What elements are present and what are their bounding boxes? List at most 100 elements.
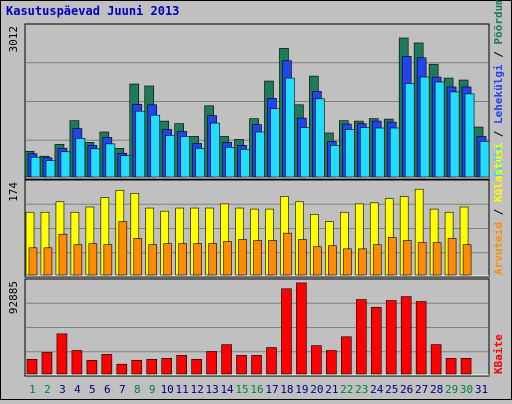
bar-kbytes bbox=[266, 347, 277, 375]
x-tick-label: 18 bbox=[280, 383, 293, 396]
x-tick-label: 6 bbox=[104, 383, 111, 396]
x-tick-label: 26 bbox=[400, 383, 413, 396]
legend-label-files: Faile bbox=[492, 144, 505, 177]
bar-visitors bbox=[223, 241, 232, 276]
x-tick-label: 10 bbox=[161, 383, 174, 396]
bar-kbytes bbox=[296, 282, 307, 375]
bar-kbytes bbox=[415, 301, 427, 375]
bar-visitors bbox=[313, 246, 322, 276]
bar-files bbox=[75, 138, 86, 178]
bar-kbytes bbox=[101, 354, 113, 375]
bar-kbytes bbox=[131, 359, 143, 375]
bar-visitors bbox=[133, 238, 143, 276]
bar-files bbox=[165, 135, 176, 178]
x-tick-label: 31 bbox=[475, 383, 488, 396]
bar-kbytes bbox=[311, 345, 322, 375]
bar-visitors bbox=[163, 243, 173, 276]
bar-visitors bbox=[328, 245, 337, 276]
bar-kbytes bbox=[206, 351, 217, 375]
bar-files bbox=[374, 127, 385, 178]
y-max-label-requests: 3012 bbox=[7, 26, 20, 53]
bar-kbytes bbox=[430, 344, 442, 375]
bar-kbytes bbox=[251, 355, 262, 375]
bar-files bbox=[105, 143, 116, 178]
bar-visitors bbox=[178, 243, 187, 276]
bar-files bbox=[135, 110, 146, 178]
bar-files bbox=[419, 76, 430, 178]
bar-files bbox=[449, 91, 460, 178]
x-tick-label: 17 bbox=[265, 383, 278, 396]
bar-kbytes bbox=[385, 300, 397, 375]
panel-visits: 174 Arvuteid / Külastusi bbox=[7, 142, 505, 278]
y-max-label-kbytes: 92885 bbox=[7, 281, 20, 314]
chart-title: Kasutuspäevad Juuni 2013 bbox=[6, 4, 179, 18]
bar-visitors bbox=[402, 240, 412, 276]
bar-kbytes bbox=[41, 352, 53, 375]
bar-kbytes bbox=[221, 344, 232, 375]
bar-kbytes bbox=[146, 359, 158, 375]
bar-kbytes bbox=[281, 288, 292, 375]
x-tick-label: 3 bbox=[59, 383, 66, 396]
bar-files bbox=[434, 81, 445, 178]
bar-visitors bbox=[343, 248, 352, 276]
x-tick-label: 8 bbox=[134, 383, 141, 396]
bar-files bbox=[315, 98, 325, 178]
x-tick-label: 27 bbox=[415, 383, 428, 396]
bar-visitors bbox=[268, 240, 277, 276]
bar-visitors bbox=[73, 244, 83, 276]
bar-visitors bbox=[238, 239, 247, 276]
bar-files bbox=[255, 131, 265, 178]
x-tick-label: 2 bbox=[44, 383, 51, 396]
x-tick-label: 4 bbox=[74, 383, 81, 396]
x-tick-label: 19 bbox=[295, 383, 308, 396]
bar-files bbox=[195, 148, 205, 178]
bar-files bbox=[345, 129, 355, 178]
x-tick-label: 16 bbox=[250, 383, 263, 396]
bar-files bbox=[30, 156, 41, 178]
legend-kbytes: KBaite bbox=[492, 334, 505, 374]
chart-panels: 3012 Faile / Lehekülgi / Pöördumisi 174 Arv… bbox=[7, 0, 505, 377]
bar-kbytes bbox=[161, 358, 173, 375]
bar-files bbox=[60, 151, 71, 178]
bar-visitors bbox=[118, 221, 128, 276]
bar-kbytes bbox=[71, 350, 83, 375]
legend-requests: Faile / Lehekülgi / Pöördumisi bbox=[492, 0, 505, 177]
bar-files bbox=[240, 148, 250, 178]
bar-visitors bbox=[283, 232, 292, 276]
bar-visitors bbox=[387, 237, 397, 276]
bar-files bbox=[464, 93, 475, 178]
bar-kbytes bbox=[326, 350, 337, 375]
bar-visitors bbox=[372, 244, 382, 276]
bar-kbytes bbox=[445, 358, 457, 375]
bar-kbytes bbox=[370, 307, 382, 375]
bar-files bbox=[150, 114, 161, 178]
bar-visitors bbox=[417, 242, 427, 276]
x-tick-label: 22 bbox=[340, 383, 353, 396]
x-tick-label: 12 bbox=[191, 383, 204, 396]
legend-label-kbytes: KBaite bbox=[492, 334, 505, 374]
legend-separator: / bbox=[492, 202, 505, 222]
bar-visitors bbox=[447, 238, 457, 276]
x-axis-day-labels: 1 2 3 4 5 6 7 8 9 10 11 12 13 14 15 16 17 18 19 20 21 22 23 24 2… bbox=[29, 383, 488, 396]
x-tick-label: 15 bbox=[235, 383, 248, 396]
bar-kbytes bbox=[341, 336, 352, 375]
bar-kbytes bbox=[116, 363, 128, 375]
bar-visitors bbox=[28, 247, 38, 276]
x-tick-label: 1 bbox=[29, 383, 36, 396]
bar-kbytes bbox=[460, 358, 472, 375]
legend-label-pages: Lehekülgi bbox=[492, 64, 505, 124]
bar-files bbox=[359, 127, 370, 178]
x-tick-label: 11 bbox=[176, 383, 189, 396]
x-tick-label: 14 bbox=[220, 383, 234, 396]
bar-files bbox=[300, 127, 310, 178]
bar-visitors bbox=[58, 233, 68, 276]
x-tick-label: 24 bbox=[370, 383, 384, 396]
bar-files bbox=[479, 141, 490, 178]
legend-label-visits: Pöördumisi bbox=[492, 0, 505, 45]
bar-kbytes bbox=[191, 359, 202, 375]
x-tick-label: 13 bbox=[205, 383, 218, 396]
bar-kbytes bbox=[400, 296, 412, 375]
bar-visitors bbox=[43, 247, 53, 276]
x-tick-label: 25 bbox=[385, 383, 398, 396]
